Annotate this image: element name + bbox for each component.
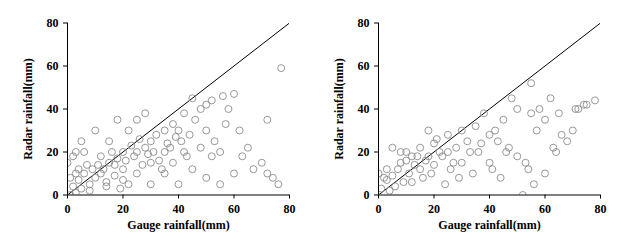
svg-text:0: 0 (375, 202, 381, 216)
svg-text:0: 0 (65, 202, 71, 216)
svg-text:Gauge rainfall(mm): Gauge rainfall(mm) (128, 218, 230, 232)
svg-text:20: 20 (357, 145, 369, 159)
svg-text:0: 0 (363, 188, 369, 202)
svg-text:40: 40 (483, 202, 495, 216)
svg-text:0: 0 (53, 188, 59, 202)
svg-text:80: 80 (284, 202, 296, 216)
svg-text:80: 80 (47, 16, 59, 30)
svg-text:60: 60 (539, 202, 551, 216)
svg-text:Radar rainfall(mm): Radar rainfall(mm) (21, 58, 35, 159)
svg-text:60: 60 (47, 59, 59, 73)
svg-text:20: 20 (117, 202, 129, 216)
svg-text:40: 40 (357, 102, 369, 116)
svg-text:60: 60 (228, 202, 240, 216)
svg-text:40: 40 (47, 102, 59, 116)
svg-text:20: 20 (47, 145, 59, 159)
svg-text:Radar rainfall(mm): Radar rainfall(mm) (332, 58, 346, 159)
svg-text:60: 60 (357, 59, 369, 73)
svg-text:80: 80 (357, 16, 369, 30)
svg-text:Gauge rainfall(mm): Gauge rainfall(mm) (438, 218, 540, 232)
svg-text:80: 80 (594, 202, 606, 216)
svg-text:20: 20 (428, 202, 440, 216)
svg-text:40: 40 (173, 202, 185, 216)
